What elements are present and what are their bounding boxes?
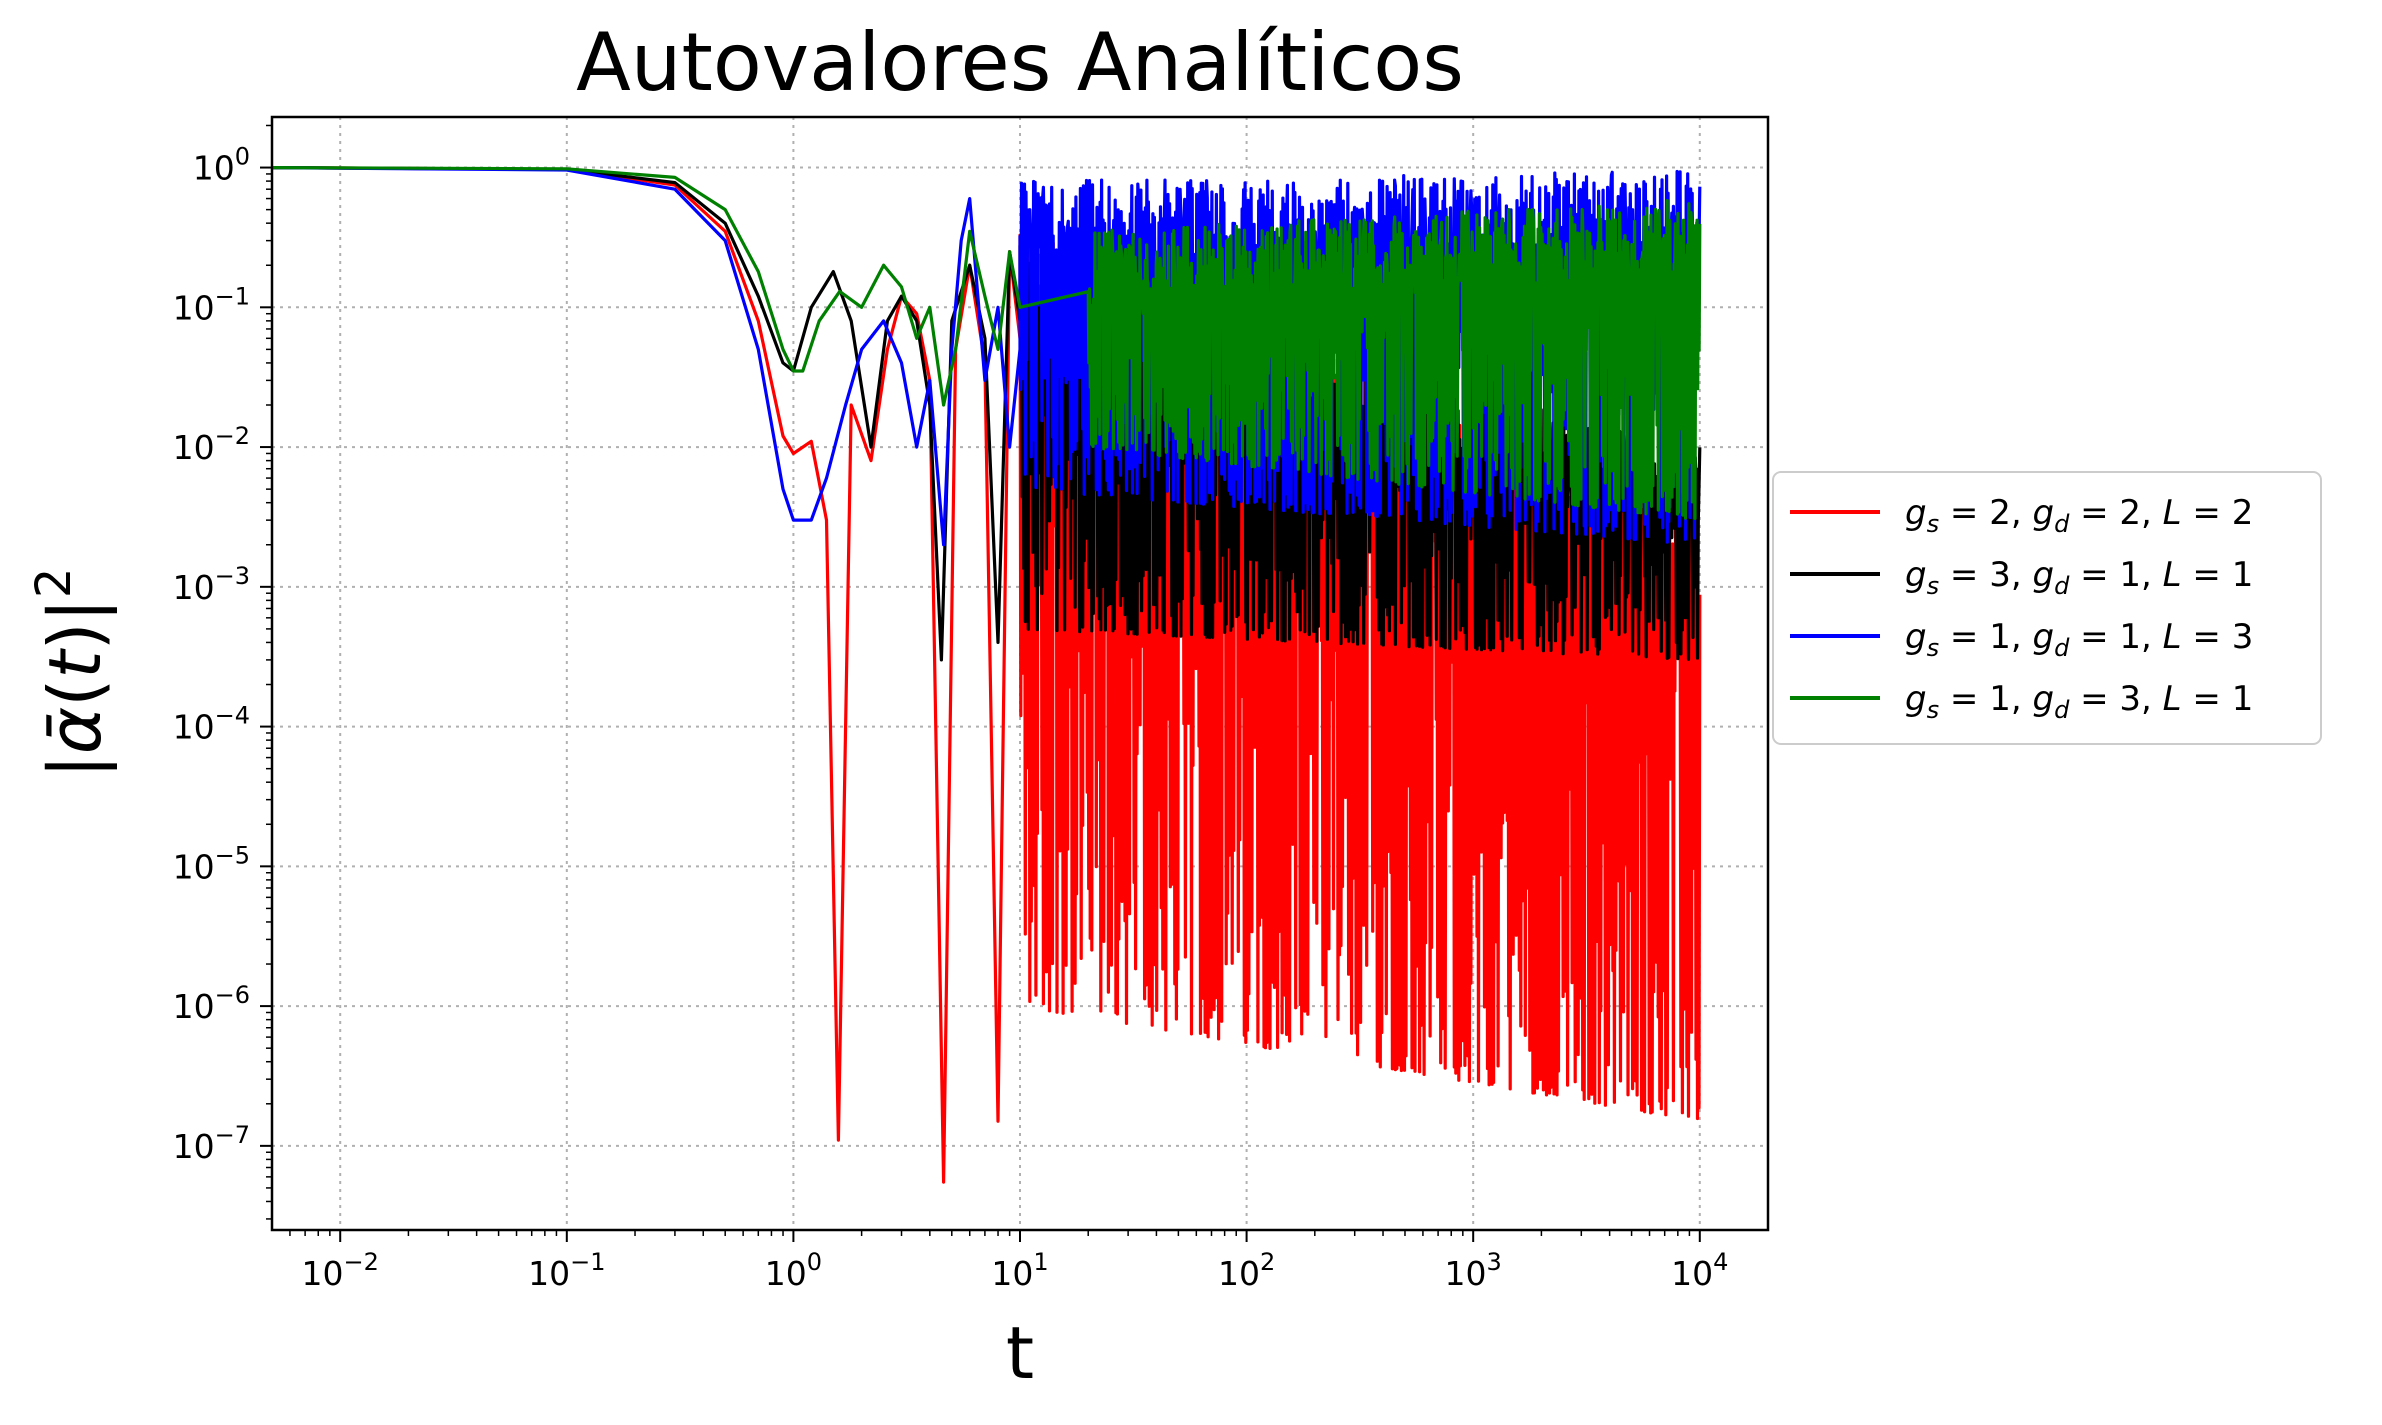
series-layer [272,166,1702,1184]
svg-text:|ᾱ(t)|2: |ᾱ(t)|2 [26,568,118,779]
series-line-3 [272,166,1702,520]
ylabel-power: 2 [26,568,82,599]
ylabel-paren-close: ) [33,622,117,650]
legend-label-2: gs = 1, gd = 1, L = 3 [1905,617,2253,662]
x-axis-ticks: 10−2 10−1 100 101 102 103 104 [289,1230,1728,1293]
y-tick-label-6: 10−6 [173,981,250,1026]
ylabel-var: t [33,648,117,679]
legend-label-3: gs = 1, gd = 3, L = 1 [1905,679,2253,724]
series-line-0 [272,166,1702,1184]
x-tick-label-6: 104 [1671,1248,1728,1293]
x-tick-label-5: 103 [1445,1248,1502,1293]
x-axis-label: t [1006,1311,1034,1395]
x-tick-label-2: 100 [765,1248,822,1293]
y-tick-label-3: 10−3 [173,562,250,607]
x-tick-label-0: 10−2 [302,1248,379,1293]
x-tick-label-3: 101 [991,1248,1048,1293]
y-tick-label-7: 10−7 [173,1121,250,1166]
y-tick-label-2: 10−2 [173,422,250,467]
legend: gs = 2, gd = 2, L = 2 gs = 3, gd = 1, L =… [1772,471,2322,745]
legend-label-1: gs = 3, gd = 1, L = 1 [1905,555,2253,600]
legend-label-0: gs = 2, gd = 2, L = 2 [1905,493,2253,538]
ylabel-symbol: ᾱ [33,707,117,754]
y-tick-label-5: 10−5 [173,841,250,886]
chart-title: Autovalores Analíticos [576,16,1464,109]
x-tick-label-1: 10−1 [528,1248,605,1293]
legend-box [1772,471,2322,745]
y-tick-label-0: 100 [193,143,250,188]
ylabel-close: | [33,598,118,622]
y-axis-ticks: 100 10−1 10−2 10−3 10−4 10−5 10−6 10−7 [173,124,272,1220]
ylabel-open: | [33,754,118,778]
y-tick-label-4: 10−4 [173,702,250,747]
y-axis-label: |ᾱ(t)|2 [26,568,118,779]
x-tick-label-4: 102 [1218,1248,1275,1293]
y-tick-label-1: 10−1 [173,282,250,327]
ylabel-paren-open: ( [33,679,117,707]
